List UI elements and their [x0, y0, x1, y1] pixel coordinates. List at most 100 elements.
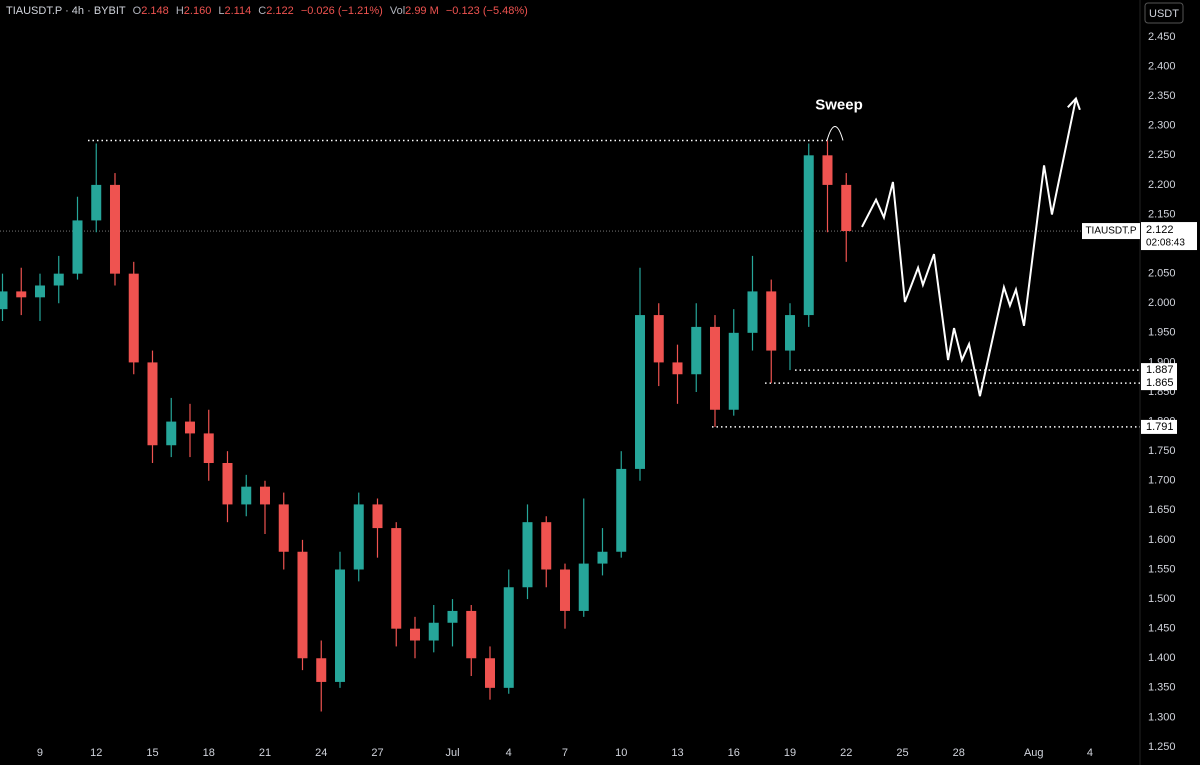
symbol: TIAUSDT.P · 4h · BYBIT: [6, 5, 126, 17]
price-label: 2.122: [1146, 224, 1174, 236]
annotation: Sweep: [815, 96, 863, 113]
currency: USDT: [1149, 8, 1179, 20]
ohlc-value: 2.122: [266, 5, 294, 17]
candle-body: [616, 468, 627, 552]
header: TIAUSDT.P · 4h · BYBIT O2.148 H2.160 L2.…: [6, 5, 532, 17]
candle-body: [72, 220, 83, 274]
vol-key: Vol: [389, 5, 406, 17]
y-tick-label: 2.350: [1148, 90, 1176, 102]
candle-body: [447, 610, 458, 623]
y-tick-label: 1.650: [1148, 504, 1176, 516]
x-tick-label: 25: [896, 747, 908, 759]
candle-body: [278, 504, 289, 552]
candle-body: [166, 421, 177, 446]
level-label-box: [1141, 376, 1177, 391]
vol: 2.99 M: [405, 5, 439, 17]
ohlc-key: H: [175, 5, 184, 17]
y-tick-label: 1.500: [1148, 593, 1176, 605]
candle-body: [222, 462, 233, 505]
y-tick-label: 1.300: [1148, 711, 1176, 723]
x-tick-label: 4: [506, 747, 512, 759]
price-box: [1141, 222, 1197, 251]
candle-body: [409, 628, 420, 641]
candle-body: [34, 285, 45, 298]
candle-body: [353, 504, 364, 570]
candle-body: [466, 610, 477, 659]
candle-body: [653, 315, 664, 363]
ohlc-value: 2.114: [224, 5, 252, 17]
y-tick-label: 1.350: [1148, 682, 1176, 694]
arrow-head: [1067, 96, 1081, 111]
y-tick-label: 2.150: [1148, 208, 1176, 220]
candle-body: [784, 315, 795, 351]
candle-body: [128, 273, 139, 363]
y-tick-label: 1.550: [1148, 563, 1176, 575]
candle-body: [634, 315, 645, 469]
candle-body: [241, 486, 252, 505]
y-tick-label: 2.250: [1148, 149, 1176, 161]
level-label-box: [1141, 363, 1177, 378]
x-tick-label: 18: [203, 747, 215, 759]
y-tick-label: 2.450: [1148, 31, 1176, 43]
candle-body: [597, 551, 608, 564]
candle-body: [559, 569, 570, 611]
candle-body: [0, 291, 8, 310]
y-tick-label: 1.250: [1148, 741, 1176, 753]
candle-body: [709, 326, 720, 410]
candle-body: [53, 273, 64, 286]
x-tick-label: 13: [671, 747, 683, 759]
y-tick-label: 1.600: [1148, 534, 1176, 546]
y-tick-label: 1.950: [1148, 327, 1176, 339]
ohlc-key: C: [258, 5, 267, 17]
x-tick-label: 9: [37, 747, 43, 759]
x-tick-label: 16: [728, 747, 740, 759]
y-tick-label: 2.300: [1148, 120, 1176, 132]
level-label: 1.791: [1146, 421, 1174, 433]
candle-body: [728, 332, 739, 410]
x-tick-label: 10: [615, 747, 627, 759]
x-tick-label: 19: [784, 747, 796, 759]
candle-body: [747, 291, 758, 333]
ohlc-value: 2.148: [141, 5, 169, 17]
x-tick-label: 4: [1087, 747, 1093, 759]
y-tick-label: 1.450: [1148, 623, 1176, 635]
x-tick-label: 7: [562, 747, 568, 759]
x-tick-label: 12: [90, 747, 102, 759]
y-tick-label: 1.400: [1148, 652, 1176, 664]
candle-body: [522, 522, 533, 588]
candle-body: [766, 291, 777, 351]
y-tick-label: 1.750: [1148, 445, 1176, 457]
candle-body: [822, 155, 833, 185]
candle-body: [334, 569, 345, 682]
countdown: 02:08:43: [1146, 238, 1185, 249]
ohlc-key: L: [218, 5, 225, 17]
level-label: 1.865: [1146, 377, 1174, 389]
candle-body: [316, 658, 327, 682]
candle-body: [691, 326, 702, 375]
x-tick-label: 24: [315, 747, 327, 759]
y-tick-label: 1.700: [1148, 475, 1176, 487]
x-tick-label: Aug: [1024, 747, 1044, 759]
level-label: 1.887: [1146, 364, 1174, 376]
candle-body: [372, 504, 383, 529]
x-tick-label: 21: [259, 747, 271, 759]
candle-body: [184, 421, 195, 434]
candle-body: [297, 551, 308, 659]
y-tick-label: 2.200: [1148, 179, 1176, 191]
x-tick-label: 22: [840, 747, 852, 759]
vol-change: −0.123 (−5.48%): [445, 5, 528, 17]
currency-box[interactable]: [1144, 2, 1184, 24]
candle-body: [259, 486, 270, 505]
x-tick-label: Jul: [445, 747, 459, 759]
y-tick-label: 2.050: [1148, 268, 1176, 280]
candle-body: [147, 362, 158, 446]
candle-body: [91, 184, 102, 221]
candle-body: [578, 563, 589, 611]
x-tick-label: 28: [953, 747, 965, 759]
candle-body: [391, 528, 402, 629]
candle-body: [203, 433, 214, 463]
candle-body: [803, 155, 814, 316]
candle-body: [672, 362, 683, 375]
